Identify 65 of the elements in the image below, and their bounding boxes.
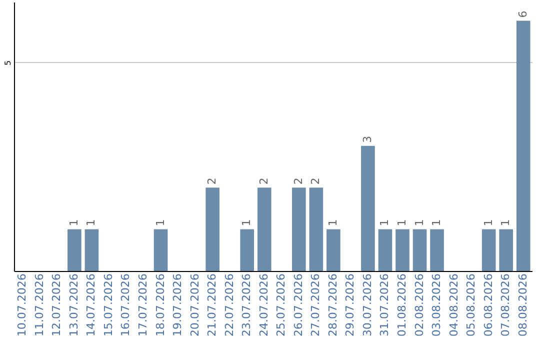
x-tick-label: 02.08.2026: [412, 274, 426, 336]
x-tick-label: 21.07.2026: [206, 274, 219, 336]
bar: [430, 229, 444, 271]
x-tick-label: 27.07.2026: [309, 274, 322, 336]
bar: [361, 146, 375, 271]
x-tick-label: 29.07.2026: [344, 274, 357, 336]
x-tick-label: 31.07.2026: [378, 274, 392, 336]
x-tick-label: 23.07.2026: [240, 274, 254, 336]
data-label: 2: [309, 178, 322, 185]
y-tick-label: 5: [4, 60, 12, 66]
x-tick-label: 17.07.2026: [136, 274, 150, 336]
bar: [482, 229, 496, 271]
data-label: 1: [430, 219, 444, 226]
x-tick-label: 26.07.2026: [292, 274, 305, 336]
x-tick-label: 20.07.2026: [188, 274, 202, 336]
bar: [292, 188, 306, 271]
x-tick-label: 16.07.2026: [119, 274, 132, 336]
data-label: 1: [378, 219, 392, 226]
data-label: 1: [154, 219, 167, 226]
bar: [412, 229, 427, 271]
data-label: 2: [292, 178, 305, 185]
x-tick-label: 15.07.2026: [102, 274, 115, 336]
data-label: 2: [257, 178, 270, 185]
bar: [68, 229, 82, 271]
data-label: 1: [482, 219, 495, 226]
bar: [206, 188, 220, 271]
bar: [516, 20, 530, 271]
bar: [378, 229, 392, 271]
data-label: 1: [240, 219, 254, 226]
data-label: 1: [84, 219, 98, 226]
x-tick-label: 12.07.2026: [50, 274, 64, 336]
bar: [309, 188, 324, 271]
x-tick-label: 05.08.2026: [464, 274, 478, 336]
data-label: 2: [206, 178, 219, 185]
x-tick-label: 25.07.2026: [274, 274, 288, 336]
x-tick-label: 24.07.2026: [257, 274, 270, 336]
data-label: 3: [360, 136, 374, 143]
data-label: 1: [326, 219, 340, 226]
x-tick-label: 06.08.2026: [482, 274, 495, 336]
bar: [84, 229, 99, 271]
data-label: 1: [499, 219, 512, 226]
bar: [499, 229, 514, 271]
x-tick-label: 19.07.2026: [171, 274, 184, 336]
bar: [257, 188, 272, 271]
x-tick-label: 22.07.2026: [222, 274, 236, 336]
x-tick-label: 18.07.2026: [154, 274, 167, 336]
x-tick-label: 30.07.2026: [360, 274, 374, 336]
x-tick-label: 01.08.2026: [396, 274, 408, 336]
x-tick-label: 10.07.2026: [16, 274, 29, 336]
x-tick-label: 13.07.2026: [67, 274, 80, 336]
bar: [154, 229, 168, 271]
x-tick-label: 08.08.2026: [516, 274, 530, 336]
data-label: 1: [412, 219, 426, 226]
bar: [240, 229, 254, 271]
x-tick-label: 11.07.2026: [32, 274, 46, 336]
data-label: 1: [67, 219, 80, 226]
x-tick-label: 14.07.2026: [84, 274, 98, 336]
bar: [326, 229, 340, 271]
x-tick-label: 04.08.2026: [447, 274, 460, 336]
data-label: 6: [516, 10, 530, 18]
x-tick-label: 03.08.2026: [430, 274, 444, 336]
x-tick-label: 28.07.2026: [326, 274, 340, 336]
bar: [396, 229, 410, 271]
data-label: 1: [396, 219, 408, 226]
x-tick-label: 07.08.2026: [499, 274, 512, 336]
